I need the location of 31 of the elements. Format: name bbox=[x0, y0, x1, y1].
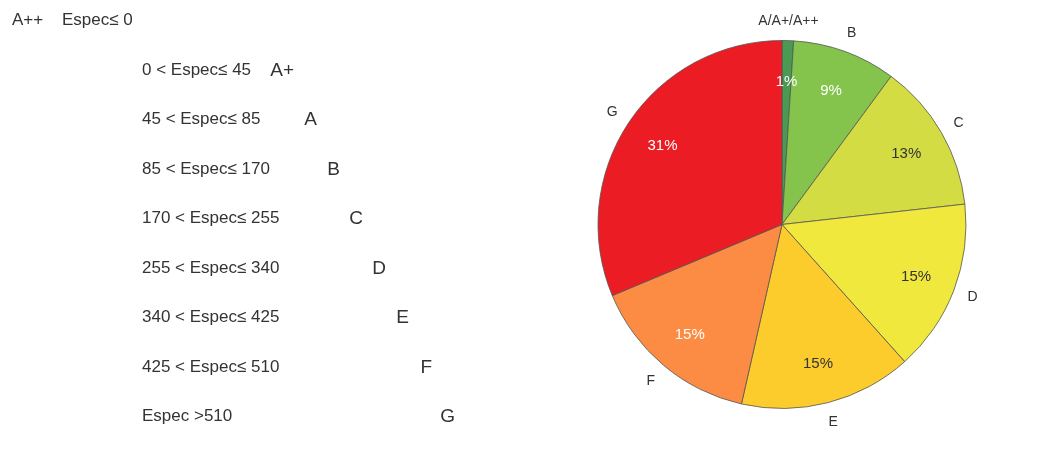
slice-label: C bbox=[953, 113, 964, 130]
text: 255 < Espec≤ 340 bbox=[142, 257, 280, 277]
text: 340 < Espec≤ 425 bbox=[142, 307, 280, 326]
data-label: 15% bbox=[901, 266, 932, 284]
text: G bbox=[440, 405, 455, 426]
text: B bbox=[327, 157, 340, 179]
data-label: 9% bbox=[820, 80, 842, 98]
text: C bbox=[349, 207, 363, 228]
text: 170 < Espec≤ 255 bbox=[142, 208, 280, 227]
slice-label: E bbox=[828, 412, 838, 429]
data-label: 13% bbox=[891, 143, 922, 161]
slice-label: B bbox=[847, 23, 857, 40]
text: A bbox=[304, 108, 318, 129]
text: E bbox=[396, 306, 409, 327]
slice-label: A/A+/A++ bbox=[758, 11, 819, 28]
data-label: 31% bbox=[647, 136, 678, 153]
text: 45 < Espec≤ 85 bbox=[142, 109, 261, 128]
text: D bbox=[372, 256, 386, 278]
data-label: 15% bbox=[674, 325, 705, 343]
text: 0 < Espec≤ 45 bbox=[142, 59, 252, 79]
text: A++ bbox=[12, 10, 44, 29]
text: Espec≤ 0 bbox=[62, 10, 133, 29]
text: 85 < Espec≤ 170 bbox=[142, 158, 270, 178]
text: 425 < Espec≤ 510 bbox=[142, 356, 280, 376]
data-label: 15% bbox=[803, 354, 834, 372]
text: A+ bbox=[270, 58, 294, 80]
text: Espec >510 bbox=[142, 406, 233, 425]
text: F bbox=[420, 355, 432, 377]
slice-label: G bbox=[606, 102, 618, 119]
slice-label: D bbox=[967, 288, 978, 305]
slice-label: F bbox=[646, 371, 656, 388]
